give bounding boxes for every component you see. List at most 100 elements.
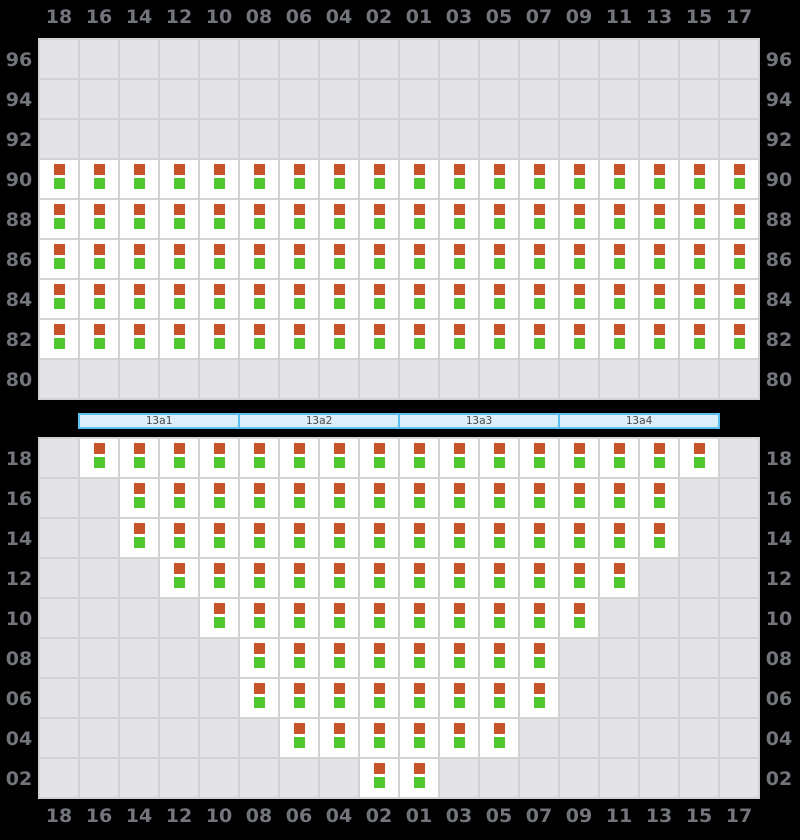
- seat-upper-row88-col18[interactable]: [40, 200, 78, 238]
- seat-upper-row82-col07[interactable]: [520, 320, 558, 358]
- seat-upper-row84-col07[interactable]: [520, 280, 558, 318]
- seat-lower-row16-col11[interactable]: [600, 479, 638, 517]
- seat-lower-row16-col09[interactable]: [560, 479, 598, 517]
- seat-upper-row84-col09[interactable]: [560, 280, 598, 318]
- seat-upper-row90-col14[interactable]: [120, 160, 158, 198]
- seat-upper-row88-col04[interactable]: [320, 200, 358, 238]
- seat-upper-row88-col10[interactable]: [200, 200, 238, 238]
- seat-lower-row12-col02[interactable]: [360, 559, 398, 597]
- seat-upper-row90-col05[interactable]: [480, 160, 518, 198]
- seat-lower-row12-col03[interactable]: [440, 559, 478, 597]
- seat-lower-row18-col05[interactable]: [480, 439, 518, 477]
- section-bar-segment-13a1[interactable]: 13a1: [80, 415, 240, 427]
- seat-upper-row86-col09[interactable]: [560, 240, 598, 278]
- seat-lower-row10-col07[interactable]: [520, 599, 558, 637]
- seat-upper-row82-col04[interactable]: [320, 320, 358, 358]
- seat-upper-row90-col06[interactable]: [280, 160, 318, 198]
- seat-lower-row10-col03[interactable]: [440, 599, 478, 637]
- seat-upper-row86-col02[interactable]: [360, 240, 398, 278]
- seat-lower-row14-col12[interactable]: [160, 519, 198, 557]
- seat-lower-row08-col03[interactable]: [440, 639, 478, 677]
- seat-upper-row88-col14[interactable]: [120, 200, 158, 238]
- seat-lower-row08-col01[interactable]: [400, 639, 438, 677]
- seat-upper-row86-col17[interactable]: [720, 240, 758, 278]
- seat-lower-row14-col08[interactable]: [240, 519, 278, 557]
- seat-upper-row84-col10[interactable]: [200, 280, 238, 318]
- seat-upper-row86-col05[interactable]: [480, 240, 518, 278]
- seat-upper-row82-col18[interactable]: [40, 320, 78, 358]
- seat-upper-row90-col15[interactable]: [680, 160, 718, 198]
- seat-lower-row16-col01[interactable]: [400, 479, 438, 517]
- seat-upper-row82-col15[interactable]: [680, 320, 718, 358]
- seat-lower-row04-col04[interactable]: [320, 719, 358, 757]
- seat-upper-row82-col16[interactable]: [80, 320, 118, 358]
- seat-upper-row88-col07[interactable]: [520, 200, 558, 238]
- seat-lower-row08-col08[interactable]: [240, 639, 278, 677]
- seat-lower-row12-col11[interactable]: [600, 559, 638, 597]
- seat-upper-row90-col04[interactable]: [320, 160, 358, 198]
- seat-lower-row10-col05[interactable]: [480, 599, 518, 637]
- seat-upper-row90-col18[interactable]: [40, 160, 78, 198]
- seat-lower-row18-col09[interactable]: [560, 439, 598, 477]
- seat-upper-row90-col17[interactable]: [720, 160, 758, 198]
- seat-lower-row08-col04[interactable]: [320, 639, 358, 677]
- seat-upper-row82-col09[interactable]: [560, 320, 598, 358]
- seat-upper-row88-col08[interactable]: [240, 200, 278, 238]
- seat-lower-row16-col13[interactable]: [640, 479, 678, 517]
- seat-upper-row88-col16[interactable]: [80, 200, 118, 238]
- seat-lower-row06-col05[interactable]: [480, 679, 518, 717]
- seat-upper-row82-col03[interactable]: [440, 320, 478, 358]
- seat-lower-row04-col03[interactable]: [440, 719, 478, 757]
- seat-upper-row90-col11[interactable]: [600, 160, 638, 198]
- seat-lower-row06-col01[interactable]: [400, 679, 438, 717]
- seat-upper-row84-col04[interactable]: [320, 280, 358, 318]
- seat-lower-row12-col06[interactable]: [280, 559, 318, 597]
- seat-lower-row02-col02[interactable]: [360, 759, 398, 797]
- seat-upper-row88-col03[interactable]: [440, 200, 478, 238]
- seat-lower-row14-col07[interactable]: [520, 519, 558, 557]
- seat-lower-row18-col13[interactable]: [640, 439, 678, 477]
- seat-lower-row18-col04[interactable]: [320, 439, 358, 477]
- seat-lower-row08-col06[interactable]: [280, 639, 318, 677]
- seat-upper-row90-col02[interactable]: [360, 160, 398, 198]
- seat-upper-row86-col06[interactable]: [280, 240, 318, 278]
- seat-lower-row16-col14[interactable]: [120, 479, 158, 517]
- seat-upper-row84-col05[interactable]: [480, 280, 518, 318]
- seat-lower-row18-col11[interactable]: [600, 439, 638, 477]
- seat-lower-row12-col08[interactable]: [240, 559, 278, 597]
- seat-upper-row88-col13[interactable]: [640, 200, 678, 238]
- seat-upper-row88-col05[interactable]: [480, 200, 518, 238]
- seat-upper-row84-col02[interactable]: [360, 280, 398, 318]
- seat-lower-row12-col05[interactable]: [480, 559, 518, 597]
- seat-upper-row86-col10[interactable]: [200, 240, 238, 278]
- seat-lower-row10-col08[interactable]: [240, 599, 278, 637]
- seat-upper-row86-col11[interactable]: [600, 240, 638, 278]
- seat-upper-row82-col02[interactable]: [360, 320, 398, 358]
- seat-lower-row02-col01[interactable]: [400, 759, 438, 797]
- seat-upper-row84-col12[interactable]: [160, 280, 198, 318]
- seat-upper-row84-col15[interactable]: [680, 280, 718, 318]
- seat-lower-row14-col03[interactable]: [440, 519, 478, 557]
- seat-lower-row14-col10[interactable]: [200, 519, 238, 557]
- seat-upper-row84-col16[interactable]: [80, 280, 118, 318]
- seat-upper-row90-col10[interactable]: [200, 160, 238, 198]
- seat-lower-row16-col10[interactable]: [200, 479, 238, 517]
- seat-lower-row18-col08[interactable]: [240, 439, 278, 477]
- seat-upper-row82-col06[interactable]: [280, 320, 318, 358]
- seat-upper-row82-col08[interactable]: [240, 320, 278, 358]
- seat-upper-row88-col12[interactable]: [160, 200, 198, 238]
- seat-upper-row90-col16[interactable]: [80, 160, 118, 198]
- seat-lower-row14-col04[interactable]: [320, 519, 358, 557]
- seat-lower-row18-col01[interactable]: [400, 439, 438, 477]
- seat-upper-row88-col06[interactable]: [280, 200, 318, 238]
- seat-lower-row16-col02[interactable]: [360, 479, 398, 517]
- seat-upper-row82-col01[interactable]: [400, 320, 438, 358]
- seat-lower-row18-col02[interactable]: [360, 439, 398, 477]
- seat-upper-row86-col16[interactable]: [80, 240, 118, 278]
- seat-upper-row84-col11[interactable]: [600, 280, 638, 318]
- seat-upper-row82-col14[interactable]: [120, 320, 158, 358]
- seat-upper-row90-col07[interactable]: [520, 160, 558, 198]
- seat-lower-row12-col09[interactable]: [560, 559, 598, 597]
- seat-upper-row84-col17[interactable]: [720, 280, 758, 318]
- seat-upper-row84-col14[interactable]: [120, 280, 158, 318]
